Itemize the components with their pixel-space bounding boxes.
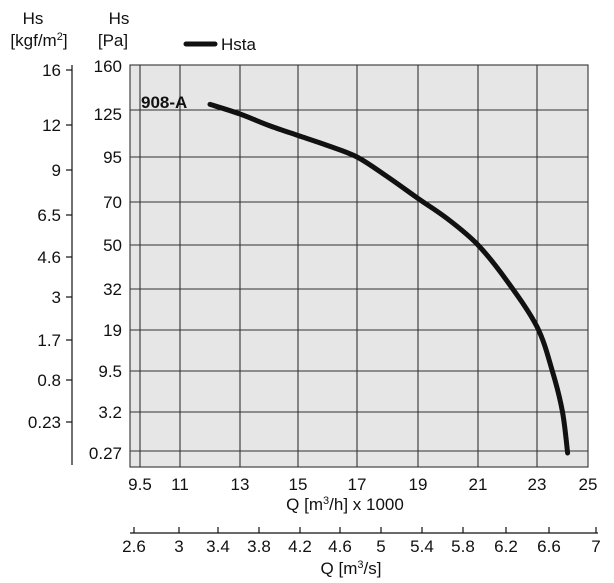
pa-axis-unit: [Pa]	[98, 31, 128, 50]
m3s-tick-label: 4.2	[288, 537, 312, 556]
pa-tick-label: 125	[94, 105, 122, 124]
m3s-tick-label: 6.6	[537, 537, 561, 556]
flow-tick-label: 11	[171, 475, 189, 494]
kgf-tick-label: 3	[52, 288, 61, 307]
kgf-tick-label: 0.23	[28, 413, 61, 432]
kgf-axis-unit: [kgf/m2]	[10, 31, 67, 50]
flow-tick-label: 13	[231, 475, 250, 494]
kgf-tick-label: 9	[52, 161, 61, 180]
pa-tick-label: 50	[103, 236, 122, 255]
flow-tick-label: 19	[409, 475, 428, 494]
m3s-tick-label: 4.6	[328, 537, 352, 556]
pa-tick-label: 9.5	[98, 362, 122, 381]
kgf-axis-ticks: 16 12 9 6.5 4.6 3 1.7 0.8 0.23	[28, 61, 72, 432]
pa-tick-label: 0.27	[89, 444, 122, 463]
m3s-tick-label: 3.4	[206, 537, 230, 556]
legend-label: Hsta	[221, 35, 257, 54]
plot-frame	[129, 64, 589, 468]
m3s-tick-label: 5.8	[451, 537, 475, 556]
m3s-axis-title: Q [m3/s]	[321, 559, 382, 578]
kgf-tick-label: 16	[42, 61, 61, 80]
m3s-tick-label: 2.6	[122, 537, 146, 556]
flow-tick-label: 23	[528, 475, 547, 494]
m3s-tick-label: 3	[174, 537, 183, 556]
flow-tick-label: 25	[579, 475, 598, 494]
flow-axis-title: Q [m3/h] x 1000	[286, 495, 404, 514]
m3s-axis-ticks: 2.6 3 3.4 3.8 4.2 4.6 5 5.4 5.8 6.2 6.6 7	[122, 527, 601, 556]
flow-axis-ticks: 9.5 11 13 15 17 19 21 23 25	[128, 475, 597, 494]
pa-tick-label: 95	[103, 148, 122, 167]
pa-tick-label: 19	[103, 321, 122, 340]
kgf-tick-label: 1.7	[37, 331, 61, 350]
kgf-tick-label: 0.8	[37, 371, 61, 390]
flow-tick-label: 21	[469, 475, 488, 494]
m3s-tick-label: 6.2	[494, 537, 518, 556]
flow-tick-label: 17	[348, 475, 367, 494]
pa-tick-label: 32	[103, 280, 122, 299]
kgf-axis-header: Hs	[23, 9, 44, 28]
m3s-tick-label: 3.8	[247, 537, 271, 556]
plot-area	[130, 65, 588, 467]
kgf-tick-label: 12	[42, 116, 61, 135]
m3s-tick-label: 5.4	[410, 537, 434, 556]
pa-tick-label: 70	[103, 193, 122, 212]
pa-axis-ticks: 160 125 95 70 50 32 19 9.5 3.2 0.27	[89, 57, 122, 463]
series-908-a-line	[207, 101, 571, 456]
kgf-tick-label: 4.6	[37, 248, 61, 267]
series-908-a-label: 908-A	[141, 93, 187, 112]
flow-tick-label: 9.5	[128, 475, 152, 494]
m3s-tick-label: 5	[376, 537, 385, 556]
m3s-tick-label: 7	[591, 537, 600, 556]
flow-tick-label: 15	[289, 475, 308, 494]
pa-tick-label: 160	[94, 57, 122, 76]
kgf-tick-label: 6.5	[37, 206, 61, 225]
pa-axis-header: Hs	[109, 9, 130, 28]
pa-tick-label: 3.2	[98, 403, 122, 422]
